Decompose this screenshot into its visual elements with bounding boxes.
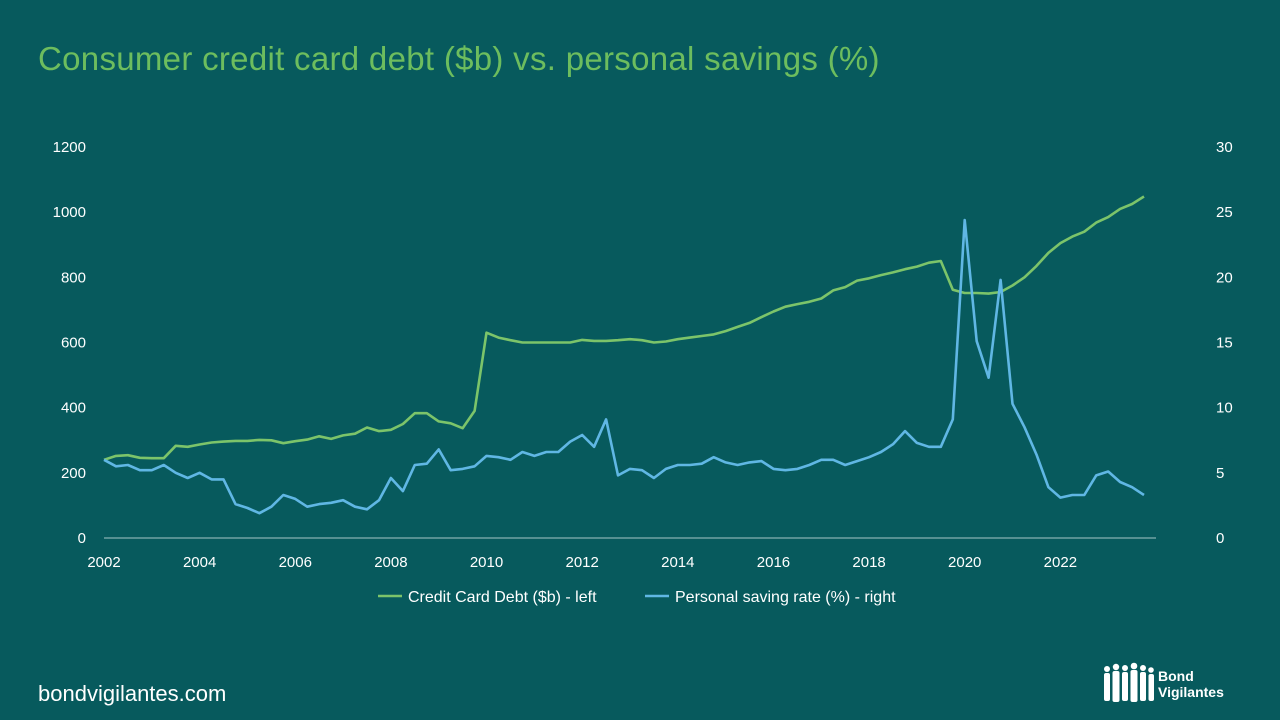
legend-label: Credit Card Debt ($b) - left: [408, 589, 597, 606]
bond-vigilantes-logo: Bond Vigilantes: [1100, 660, 1245, 710]
chart-title: Consumer credit card debt ($b) vs. perso…: [38, 40, 880, 77]
x-axis-tick-label: 2004: [183, 554, 216, 571]
credit-card-debt-line: [103, 195, 1145, 462]
x-axis-ticks: 2002 2004 2006 2008 2010 2012 2014 2016 2018 2020…: [87, 554, 1077, 571]
left-axis-tick-label: 1000: [53, 204, 86, 221]
logo-text-line1: Bond: [1158, 668, 1194, 684]
series-lines: [103, 195, 1145, 515]
x-axis-tick-label: 2008: [374, 554, 407, 571]
x-axis-tick-label: 2016: [757, 554, 790, 571]
logo-text-line2: Vigilantes: [1158, 684, 1224, 700]
left-axis-tick-label: 1200: [53, 139, 86, 156]
right-axis-tick-label: 30: [1216, 139, 1233, 156]
left-axis-tick-label: 400: [61, 400, 86, 417]
left-axis-tick-label: 800: [61, 269, 86, 286]
site-url: bondvigilantes.com: [38, 681, 227, 706]
personal-saving-rate-line: [103, 218, 1145, 515]
right-axis-tick-label: 5: [1216, 465, 1224, 482]
x-axis-tick-label: 2002: [87, 554, 120, 571]
x-axis-tick-label: 2010: [470, 554, 503, 571]
x-axis-tick-label: 2022: [1044, 554, 1077, 571]
right-axis-tick-label: 20: [1216, 269, 1233, 286]
right-axis-tick-label: 10: [1216, 400, 1233, 417]
left-axis-tick-label: 600: [61, 335, 86, 352]
x-axis-tick-label: 2012: [565, 554, 598, 571]
left-axis-ticks: 0 200 400 600 800 1000 1200: [53, 139, 86, 547]
x-axis-tick-label: 2014: [661, 554, 694, 571]
legend-label: Personal saving rate (%) - right: [675, 589, 896, 606]
right-axis-tick-label: 15: [1216, 335, 1233, 352]
x-axis-tick-label: 2018: [852, 554, 885, 571]
right-axis-tick-label: 25: [1216, 204, 1233, 221]
legend: Credit Card Debt ($b) - left Personal sav…: [378, 589, 896, 606]
people-silhouette-icon: [1104, 662, 1154, 702]
left-axis-tick-label: 0: [78, 530, 86, 547]
right-axis-ticks: 0 5 10 15 20 25 30: [1216, 139, 1233, 547]
left-axis-tick-label: 200: [61, 465, 86, 482]
x-axis-tick-label: 2020: [948, 554, 981, 571]
x-axis-tick-label: 2006: [279, 554, 312, 571]
right-axis-tick-label: 0: [1216, 530, 1224, 547]
